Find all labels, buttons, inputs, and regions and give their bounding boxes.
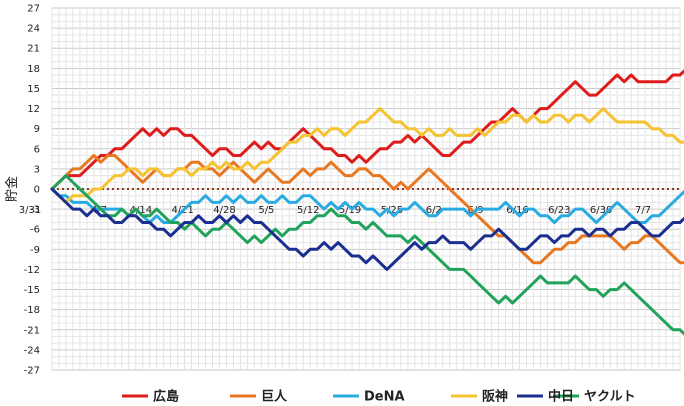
series-line-0 <box>50 69 684 191</box>
y-tick-label: -18 <box>24 305 40 316</box>
y-tick-label: -15 <box>24 285 40 296</box>
y-tick-label: 24 <box>27 24 40 35</box>
x-tick-label: 4/14 <box>130 205 152 216</box>
y-tick-label: 21 <box>27 44 40 55</box>
y-axis-label: 貯金 <box>4 176 20 202</box>
series-lines <box>50 69 684 336</box>
x-tick-label: 5/12 <box>297 205 319 216</box>
y-tick-label: 12 <box>27 104 40 115</box>
y-tick-label: 9 <box>34 124 40 135</box>
legend-label: 広島 <box>153 389 179 405</box>
x-tick-label: 5/19 <box>339 205 361 216</box>
y-tick-label: -3 <box>30 205 40 216</box>
x-tick-label: 7/7 <box>635 205 651 216</box>
legend-label: 阪神 <box>482 389 508 405</box>
x-tick-label: 3/31 <box>19 205 41 216</box>
y-tick-label: 3 <box>34 164 40 175</box>
y-axis-ticks: 27 24 21 18 15 12 9 6 3 0 -3 -6 -9 -12 -15 -18 -21 -24 -27 <box>24 4 40 377</box>
x-tick-label: 6/23 <box>548 205 570 216</box>
x-tick-label: 6/30 <box>590 205 612 216</box>
series-line-3 <box>50 107 684 204</box>
y-tick-label: 0 <box>34 185 40 196</box>
x-tick-label: 4/7 <box>91 205 107 216</box>
y-tick-label: -27 <box>24 366 40 377</box>
series-line-5 <box>50 187 684 271</box>
legend-label: 中日 <box>548 389 574 405</box>
legend-label: DeNA <box>364 390 405 405</box>
y-tick-label: 6 <box>34 144 40 155</box>
y-tick-label: -6 <box>30 225 40 236</box>
x-tick-label: 4/28 <box>213 205 235 216</box>
y-tick-label: -24 <box>24 345 40 356</box>
y-tick-label: -21 <box>24 325 40 336</box>
y-tick-label: -9 <box>30 245 40 256</box>
x-tick-label: 6/16 <box>506 205 528 216</box>
series-line-4 <box>50 174 684 336</box>
y-tick-label: 18 <box>27 64 40 75</box>
y-tick-label: 27 <box>27 4 40 15</box>
grid <box>51 7 681 371</box>
x-tick-label: 6/2 <box>426 205 442 216</box>
x-tick-label: 5/5 <box>258 205 274 216</box>
legend-label: 巨人 <box>261 389 288 405</box>
x-tick-label: 5/25 <box>381 205 403 216</box>
y-tick-label: -12 <box>24 265 40 276</box>
y-tick-label: 15 <box>27 84 40 95</box>
series-line-2 <box>50 187 684 224</box>
legend-label: ヤクルト <box>584 390 636 405</box>
